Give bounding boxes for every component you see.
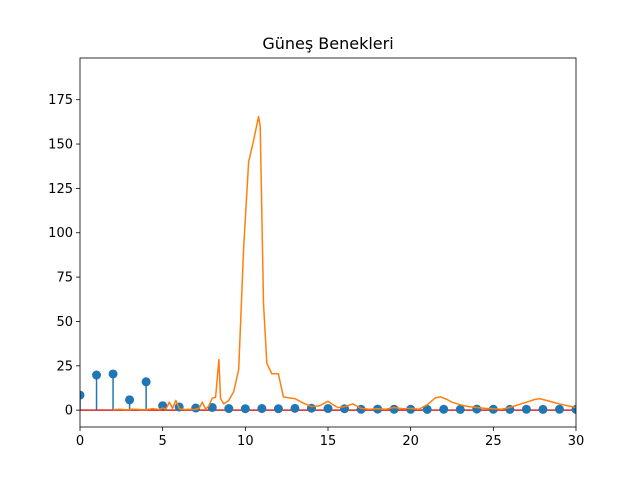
stem-marker (92, 370, 102, 380)
x-tick-label: 0 (76, 434, 84, 449)
x-tick-label: 15 (320, 434, 337, 449)
y-tick-label: 75 (56, 271, 73, 286)
stem-marker (273, 404, 283, 414)
stem-marker (406, 404, 416, 414)
x-tick-label: 5 (159, 434, 167, 449)
y-tick-label: 150 (48, 138, 73, 153)
y-tick-label: 0 (65, 404, 73, 419)
stem-marker (207, 402, 217, 412)
stem-marker (538, 404, 548, 414)
y-tick-label: 50 (56, 315, 73, 330)
stem-marker (472, 404, 482, 414)
stem-marker (141, 377, 151, 387)
stem-marker (554, 404, 564, 414)
y-tick-label: 25 (56, 359, 73, 374)
stem-marker (240, 404, 250, 414)
stem-marker (108, 369, 118, 379)
x-tick-label: 20 (402, 434, 419, 449)
chart-title: Güneş Benekleri (262, 34, 393, 53)
x-tick-label: 10 (237, 434, 254, 449)
axes: 0 5 10 15 20 25 30 0 25 50 75 100 125 150 175 (48, 57, 585, 449)
stem-marker (80, 390, 85, 400)
stem-marker (125, 395, 135, 405)
series-line (113, 115, 576, 411)
x-tick-label: 30 (568, 434, 585, 449)
plot-content (80, 115, 576, 414)
stem-marker (455, 404, 465, 414)
stem-marker (389, 404, 399, 414)
stem-marker (257, 404, 267, 414)
stem-marker (224, 404, 234, 414)
x-tick-label: 25 (485, 434, 502, 449)
stem-marker (290, 403, 300, 413)
stem-marker (323, 404, 333, 414)
plot-area (80, 115, 576, 414)
stem-marker (439, 404, 449, 414)
y-tick-label: 175 (48, 93, 73, 108)
y-tick-label: 100 (48, 226, 73, 241)
y-tick-label: 125 (48, 182, 73, 197)
stem-marker (521, 404, 531, 414)
stem-marker (422, 404, 432, 414)
